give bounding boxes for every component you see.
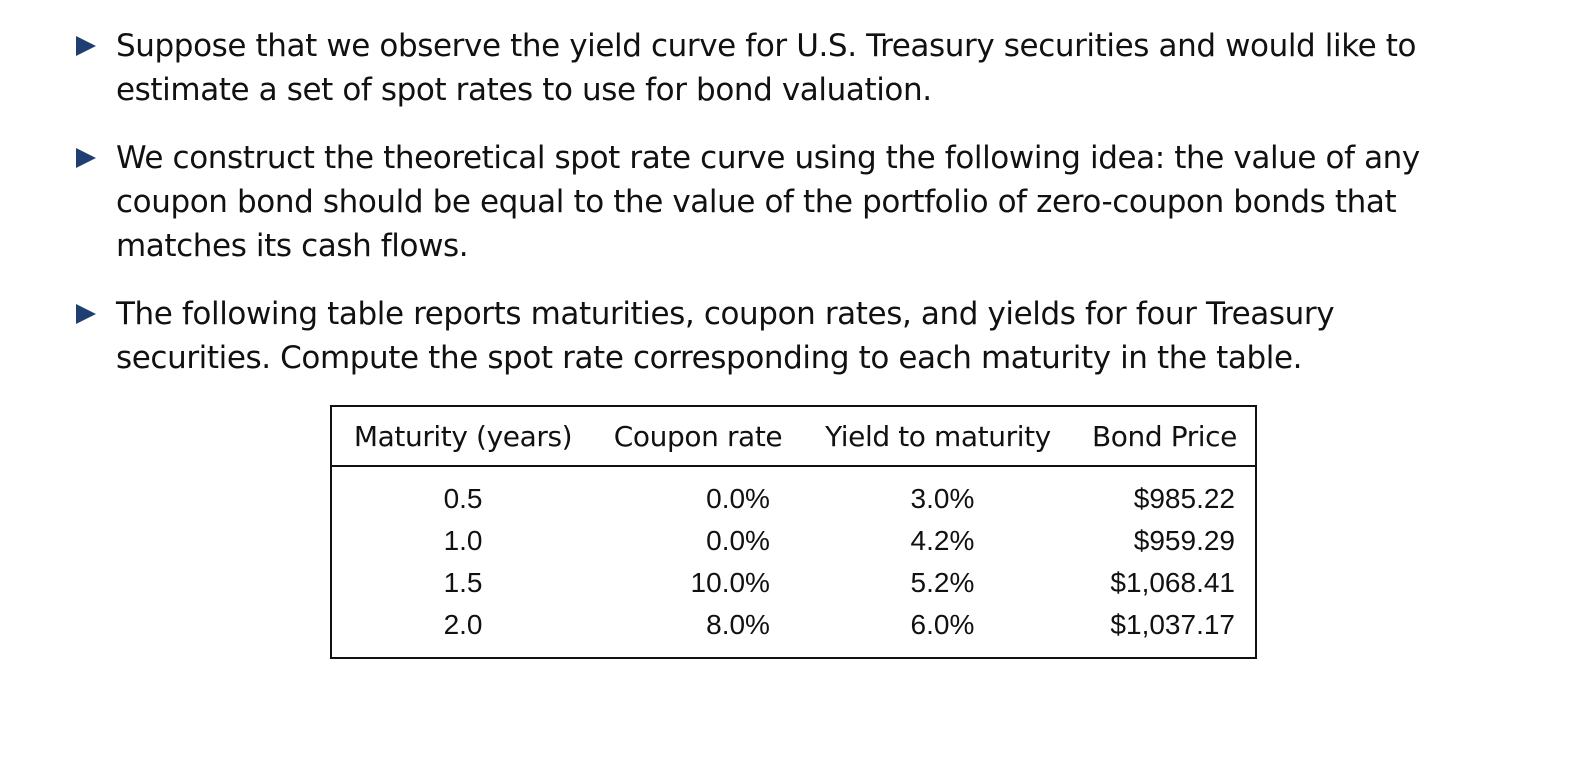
table-row: 1.0 0.0% 4.2% $959.29 (332, 520, 1255, 562)
treasury-securities-table: Maturity (years) Coupon rate Yield to ma… (330, 405, 1257, 659)
triangle-bullet-icon (76, 148, 96, 168)
cell-maturity: 1.0 (443, 525, 483, 556)
cell-maturity: 1.5 (443, 567, 483, 598)
header-maturity: Maturity (years) (332, 407, 595, 467)
cell-yield: 4.2% (910, 525, 975, 556)
cell-coupon-rate: 8.0% (706, 609, 770, 640)
cell-coupon-rate: 0.0% (706, 525, 770, 556)
triangle-bullet-icon (76, 304, 96, 324)
cell-price: $1,037.17 (1110, 609, 1235, 640)
table-row: 1.5 10.0% 5.2% $1,068.41 (332, 562, 1255, 604)
cell-price: $959.29 (1133, 525, 1235, 556)
cell-yield: 5.2% (910, 567, 975, 598)
cell-yield: 6.0% (910, 609, 975, 640)
cell-coupon-rate: 10.0% (690, 567, 770, 598)
bullet-item: Suppose that we observe the yield curve … (76, 24, 1476, 112)
data-table: Maturity (years) Coupon rate Yield to ma… (332, 407, 1255, 657)
bullet-text: The following table reports maturities, … (116, 296, 1335, 376)
triangle-bullet-icon (76, 36, 96, 56)
cell-maturity: 0.5 (443, 483, 483, 514)
table-row: 2.0 8.0% 6.0% $1,037.17 (332, 604, 1255, 657)
bullet-item: We construct the theoretical spot rate c… (76, 136, 1476, 268)
header-yield-to-maturity: Yield to maturity (801, 407, 1074, 467)
bullet-list: Suppose that we observe the yield curve … (76, 24, 1476, 404)
bullet-text: Suppose that we observe the yield curve … (116, 28, 1417, 108)
cell-yield: 3.0% (910, 483, 975, 514)
header-bond-price: Bond Price (1073, 407, 1255, 467)
table-header-row: Maturity (years) Coupon rate Yield to ma… (332, 407, 1255, 467)
cell-maturity: 2.0 (443, 609, 483, 640)
cell-price: $985.22 (1133, 483, 1235, 514)
bullet-text: We construct the theoretical spot rate c… (116, 140, 1420, 264)
cell-coupon-rate: 0.0% (706, 483, 770, 514)
table-row: 0.5 0.0% 3.0% $985.22 (332, 466, 1255, 520)
header-coupon-rate: Coupon rate (594, 407, 802, 467)
cell-price: $1,068.41 (1110, 567, 1235, 598)
bullet-item: The following table reports maturities, … (76, 292, 1476, 380)
